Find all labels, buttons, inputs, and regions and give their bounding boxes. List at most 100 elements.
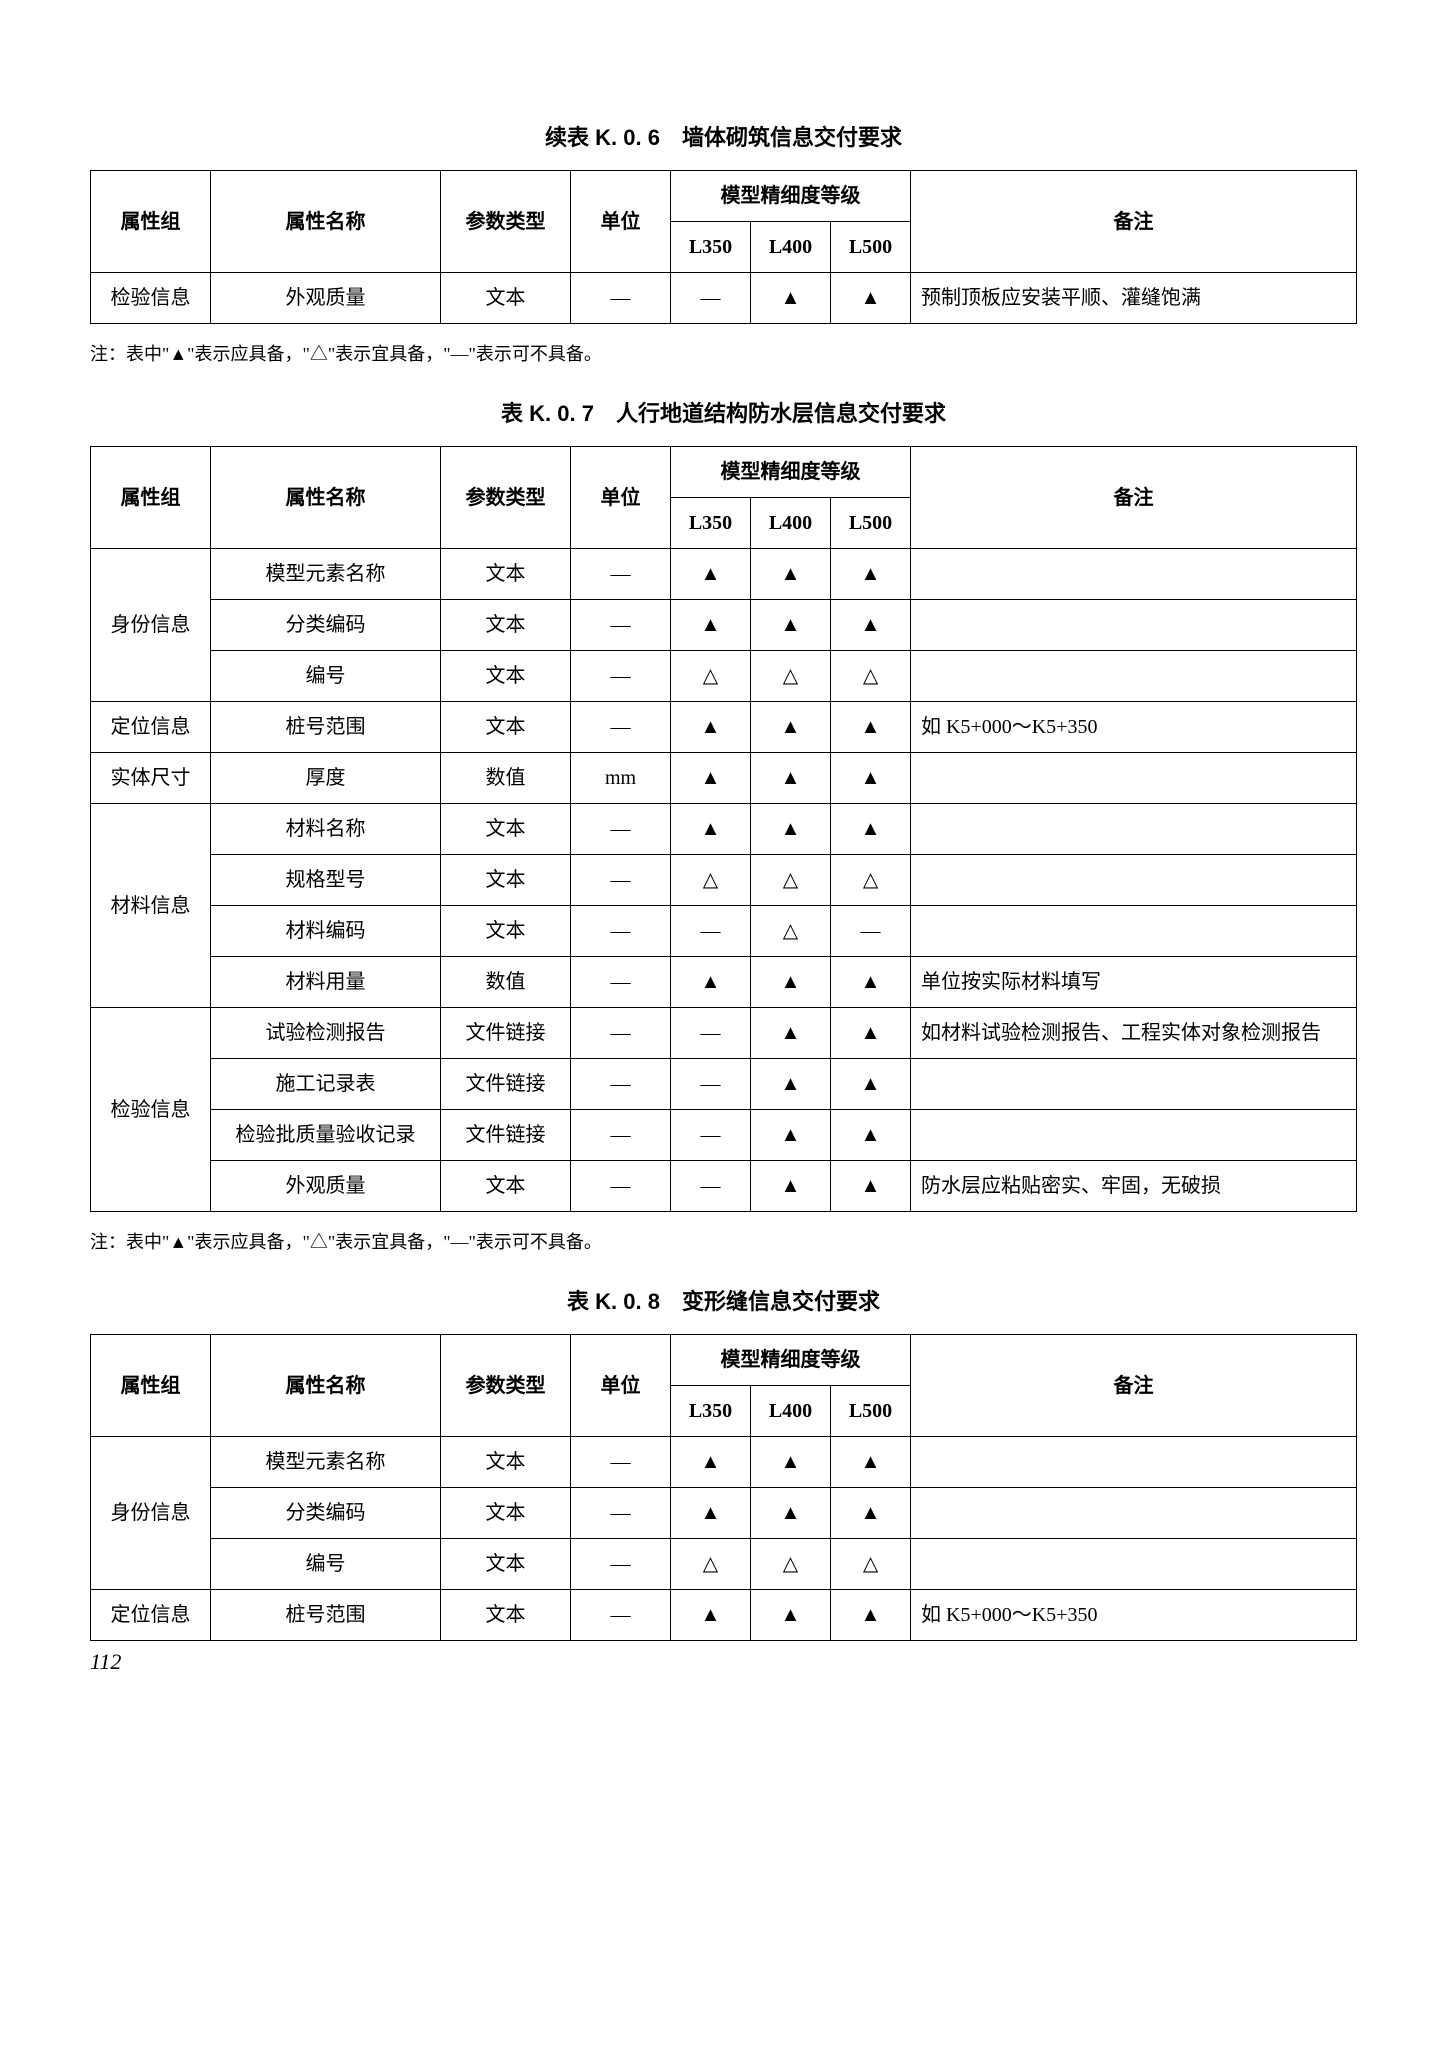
cell-l400: ▲ (751, 1437, 831, 1488)
data-table: 属性组属性名称参数类型单位模型精细度等级备注L350L400L500检验信息外观… (90, 170, 1357, 324)
cell-l350: ▲ (671, 1488, 751, 1539)
cell-unit: — (571, 600, 671, 651)
cell-group: 定位信息 (91, 702, 211, 753)
cell-ptype: 文本 (441, 1437, 571, 1488)
cell-remark (911, 549, 1357, 600)
cell-unit: — (571, 1008, 671, 1059)
col-header-lod-group: 模型精细度等级 (671, 447, 911, 498)
table-row: 检验批质量验收记录文件链接——▲▲ (91, 1110, 1357, 1161)
cell-l350: — (671, 273, 751, 324)
col-header-remark: 备注 (911, 171, 1357, 273)
table-row: 编号文本—△△△ (91, 651, 1357, 702)
col-header-unit: 单位 (571, 447, 671, 549)
cell-l500: ▲ (831, 957, 911, 1008)
cell-remark (911, 1110, 1357, 1161)
cell-name: 桩号范围 (211, 1590, 441, 1641)
cell-remark (911, 855, 1357, 906)
cell-l400: ▲ (751, 1161, 831, 1212)
table-header-row: 属性组属性名称参数类型单位模型精细度等级备注 (91, 1335, 1357, 1386)
table-caption: 表 K. 0. 8 变形缝信息交付要求 (90, 1284, 1357, 1316)
table-row: 材料编码文本——△— (91, 906, 1357, 957)
cell-name: 材料编码 (211, 906, 441, 957)
cell-ptype: 文件链接 (441, 1008, 571, 1059)
cell-l350: △ (671, 855, 751, 906)
table-header-row: 属性组属性名称参数类型单位模型精细度等级备注 (91, 171, 1357, 222)
cell-remark (911, 1059, 1357, 1110)
cell-unit: — (571, 1539, 671, 1590)
cell-remark: 如 K5+000～K5+350 (911, 1590, 1357, 1641)
table-caption: 表 K. 0. 7 人行地道结构防水层信息交付要求 (90, 396, 1357, 428)
table-row: 定位信息桩号范围文本—▲▲▲如 K5+000～K5+350 (91, 1590, 1357, 1641)
cell-l400: ▲ (751, 804, 831, 855)
cell-name: 模型元素名称 (211, 549, 441, 600)
cell-name: 规格型号 (211, 855, 441, 906)
cell-unit: — (571, 1437, 671, 1488)
cell-l400: ▲ (751, 1008, 831, 1059)
col-header-unit: 单位 (571, 1335, 671, 1437)
col-header-l350: L350 (671, 222, 751, 273)
cell-name: 模型元素名称 (211, 1437, 441, 1488)
cell-remark (911, 753, 1357, 804)
cell-l400: ▲ (751, 1059, 831, 1110)
table-row: 分类编码文本—▲▲▲ (91, 600, 1357, 651)
cell-l350: △ (671, 651, 751, 702)
cell-l500: ▲ (831, 273, 911, 324)
cell-name: 材料用量 (211, 957, 441, 1008)
cell-remark: 单位按实际材料填写 (911, 957, 1357, 1008)
data-table: 属性组属性名称参数类型单位模型精细度等级备注L350L400L500身份信息模型… (90, 1334, 1357, 1641)
cell-remark (911, 1437, 1357, 1488)
cell-ptype: 数值 (441, 753, 571, 804)
cell-l400: △ (751, 906, 831, 957)
col-header-ptype: 参数类型 (441, 447, 571, 549)
cell-l400: ▲ (751, 702, 831, 753)
table-note: 注：表中"▲"表示应具备，"△"表示宜具备，"—"表示可不具备。 (90, 1228, 1357, 1254)
cell-name: 检验批质量验收记录 (211, 1110, 441, 1161)
table-row: 规格型号文本—△△△ (91, 855, 1357, 906)
cell-ptype: 数值 (441, 957, 571, 1008)
col-header-unit: 单位 (571, 171, 671, 273)
cell-ptype: 文本 (441, 1590, 571, 1641)
cell-unit: — (571, 1161, 671, 1212)
cell-unit: mm (571, 753, 671, 804)
col-header-lod-group: 模型精细度等级 (671, 171, 911, 222)
cell-remark: 防水层应粘贴密实、牢固，无破损 (911, 1161, 1357, 1212)
col-header-name: 属性名称 (211, 447, 441, 549)
cell-l400: △ (751, 651, 831, 702)
table-row: 身份信息模型元素名称文本—▲▲▲ (91, 549, 1357, 600)
cell-unit: — (571, 549, 671, 600)
cell-l400: ▲ (751, 753, 831, 804)
cell-remark (911, 651, 1357, 702)
col-header-l400: L400 (751, 1386, 831, 1437)
cell-l350: — (671, 1161, 751, 1212)
table-row: 身份信息模型元素名称文本—▲▲▲ (91, 1437, 1357, 1488)
cell-l400: ▲ (751, 273, 831, 324)
cell-l350: — (671, 1059, 751, 1110)
col-header-l400: L400 (751, 498, 831, 549)
cell-l500: ▲ (831, 702, 911, 753)
cell-name: 桩号范围 (211, 702, 441, 753)
cell-l350: ▲ (671, 957, 751, 1008)
cell-l500: △ (831, 855, 911, 906)
document-page: 续表 K. 0. 6 墙体砌筑信息交付要求属性组属性名称参数类型单位模型精细度等… (0, 0, 1447, 1697)
cell-remark: 如材料试验检测报告、工程实体对象检测报告 (911, 1008, 1357, 1059)
cell-ptype: 文本 (441, 651, 571, 702)
cell-l350: ▲ (671, 549, 751, 600)
cell-ptype: 文本 (441, 855, 571, 906)
cell-l500: ▲ (831, 1110, 911, 1161)
col-header-l500: L500 (831, 222, 911, 273)
cell-l350: ▲ (671, 702, 751, 753)
cell-l500: — (831, 906, 911, 957)
cell-name: 编号 (211, 651, 441, 702)
table-row: 施工记录表文件链接——▲▲ (91, 1059, 1357, 1110)
cell-remark (911, 804, 1357, 855)
cell-unit: — (571, 906, 671, 957)
cell-l350: △ (671, 1539, 751, 1590)
cell-remark (911, 1488, 1357, 1539)
col-header-l500: L500 (831, 498, 911, 549)
cell-l500: △ (831, 651, 911, 702)
cell-l500: ▲ (831, 1008, 911, 1059)
cell-unit: — (571, 1110, 671, 1161)
cell-l350: ▲ (671, 1590, 751, 1641)
table-row: 外观质量文本——▲▲防水层应粘贴密实、牢固，无破损 (91, 1161, 1357, 1212)
cell-remark (911, 600, 1357, 651)
